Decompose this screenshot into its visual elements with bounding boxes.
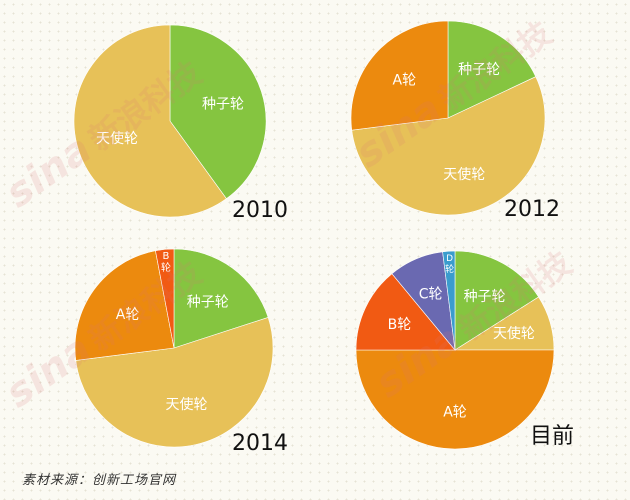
source-note: 素材来源：创新工场官网 [22,473,177,488]
pie-slice [447,20,537,119]
slice-label: 种子轮 [458,62,500,78]
pie-slice [454,250,540,351]
pie-slice [73,24,227,218]
slice-label: 种子轮 [187,294,229,310]
slice-label: 种子轮 [202,97,244,113]
slice-label: A轮 [443,404,467,420]
slice-label: 天使轮 [96,130,138,147]
pie-slice [169,24,267,200]
pie-slice [351,76,546,216]
slice-label: A轮 [116,307,140,323]
chart-period-label: 目前 [530,424,574,449]
pie-slice [350,20,449,131]
slice-label: A轮 [393,72,417,88]
slice-label: 种子轮 [464,289,506,305]
slice-label: 天使轮 [493,325,535,342]
slice-label: C轮 [419,287,443,303]
chart-period-label: 2010 [232,198,288,223]
slice-label: 天使轮 [443,166,485,183]
pie-slice [173,248,269,349]
slice-label: 天使轮 [166,396,208,413]
pie-slice [155,248,175,349]
pie-slice [355,349,555,450]
slice-label: B轮 [388,317,412,333]
pie-slice [75,317,274,448]
pie-slice [355,273,456,351]
chart-period-label: 2014 [232,431,288,456]
pie-slice [74,250,175,361]
chart-period-label: 2012 [504,197,560,222]
pie-slice [442,250,456,351]
